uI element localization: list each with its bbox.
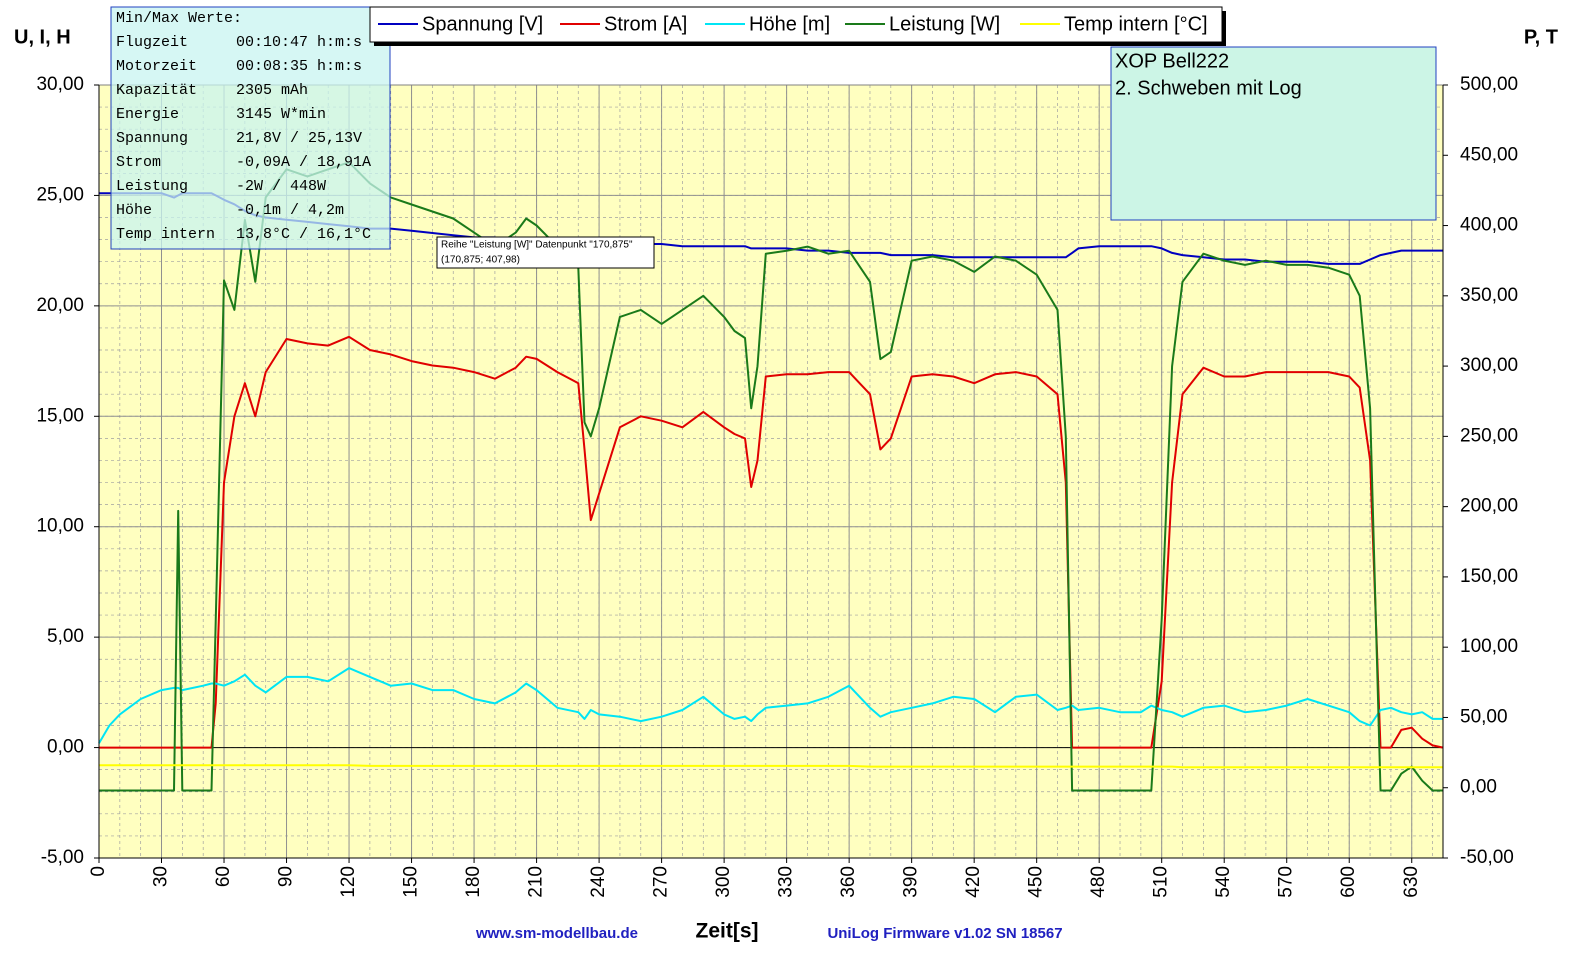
y2-tick-label: 200,00 [1460, 496, 1518, 517]
x-tick-label: 60 [213, 866, 234, 887]
info-text: Min/Max Werte: Flugzeit 00:10:47 h:m:s Mot… [116, 10, 371, 243]
annotation-text: 2. Schweben mit Log [1115, 77, 1302, 99]
x-tick-label: 480 [1088, 866, 1109, 898]
annotation-box [1110, 46, 1437, 221]
x-tick-label: 360 [838, 866, 859, 898]
y-tick-label: 30,00 [36, 74, 84, 95]
y2-tick-label: 100,00 [1460, 636, 1518, 657]
info-label: Höhe [116, 202, 152, 219]
y2-axis-label: P, T [1524, 26, 1558, 48]
y-tick-label: 0,00 [47, 737, 84, 758]
x-tick-label: 420 [963, 866, 984, 898]
series-line [98, 667, 1443, 744]
x-tick-label: 90 [276, 866, 297, 887]
info-value: 00:08:35 h:m:s [236, 58, 362, 75]
y-tick-label: -5,00 [41, 847, 84, 868]
legend-label: Strom [A] [604, 13, 687, 35]
info-value: 2305 mAh [236, 82, 308, 99]
info-value: 00:10:47 h:m:s [236, 34, 362, 51]
legend [369, 6, 1223, 43]
y-tick-label: 20,00 [36, 295, 84, 316]
y2-tick-label: 450,00 [1460, 144, 1518, 165]
y2-tick-label: 0,00 [1460, 777, 1497, 798]
x-axis-label: Zeit[s] [696, 920, 759, 943]
y2-tick-label: 300,00 [1460, 355, 1518, 376]
x-tick-label: 570 [1276, 866, 1297, 898]
y2-tick-label: 400,00 [1460, 215, 1518, 236]
x-tick-label: 240 [588, 866, 609, 898]
y2-tick-label: 250,00 [1460, 425, 1518, 446]
x-tick-label: 600 [1338, 866, 1359, 898]
series-line [99, 335, 1444, 749]
y-axis-label: U, I, H [14, 26, 71, 48]
info-value: -0,1m / 4,2m [236, 202, 344, 219]
y-tick-label: 25,00 [36, 184, 84, 205]
info-label: Energie [116, 106, 179, 123]
y2-tick-label: -50,00 [1460, 847, 1514, 868]
axes: 0 30 60 90 120 150 180 210 240 270 300 330 360 390 420… [36, 74, 1518, 898]
info-value: -2W / 448W [236, 178, 326, 195]
x-tick-label: 390 [901, 866, 922, 898]
tooltip-box [436, 236, 655, 269]
x-tick-label: 630 [1401, 866, 1422, 898]
series-line [99, 764, 1443, 769]
info-label: Flugzeit [116, 34, 188, 51]
info-label: Strom [116, 154, 161, 171]
y2-tick-label: 150,00 [1460, 566, 1518, 587]
annotation-text: XOP Bell222 [1115, 50, 1229, 72]
x-tick-label: 330 [776, 866, 797, 898]
legend-label: Spannung [V] [422, 13, 543, 35]
tooltip-text: (170,875; 407,98) [441, 255, 520, 266]
info-value: 3145 W*min [236, 106, 326, 123]
x-tick-label: 210 [526, 866, 547, 898]
x-tick-label: 300 [713, 866, 734, 898]
footer-right: UniLog Firmware v1.02 SN 18567 [827, 925, 1062, 942]
lines [98, 161, 1444, 792]
x-tick-label: 510 [1151, 866, 1172, 898]
x-tick-label: 0 [88, 866, 109, 877]
footer-left: www.sm-modellbau.de [475, 925, 638, 942]
y-tick-label: 15,00 [36, 405, 84, 426]
y2-tick-label: 350,00 [1460, 285, 1518, 306]
info-title: Min/Max Werte: [116, 10, 242, 27]
x-tick-label: 450 [1026, 866, 1047, 898]
grid [98, 84, 1443, 859]
legend-label: Höhe [m] [749, 13, 830, 35]
x-tick-label: 150 [401, 866, 422, 898]
info-label: Motorzeit [116, 58, 197, 75]
info-value: 13,8°C / 16,1°C [236, 226, 371, 243]
tooltip-text: Reihe "Leistung [W]" Datenpunkt "170,875… [441, 240, 633, 251]
x-tick-label: 120 [338, 866, 359, 898]
legend-label: Leistung [W] [889, 13, 1000, 35]
info-box [110, 6, 391, 250]
info-label: Temp intern [116, 226, 215, 243]
info-label: Leistung [116, 178, 188, 195]
x-tick-label: 270 [651, 866, 672, 898]
info-label: Kapazität [116, 82, 197, 99]
y2-tick-label: 500,00 [1460, 74, 1518, 95]
x-tick-label: 30 [151, 866, 172, 887]
info-label: Spannung [116, 130, 188, 147]
legend-items: Spannung [V] Strom [A] Höhe [m] Leistung [W… [378, 13, 1208, 35]
y2-tick-label: 50,00 [1460, 706, 1508, 727]
y-tick-label: 5,00 [47, 626, 84, 647]
x-tick-label: 540 [1213, 866, 1234, 898]
info-value: -0,09A / 18,91A [236, 154, 371, 171]
info-value: 21,8V / 25,13V [236, 130, 362, 147]
y-tick-label: 10,00 [36, 516, 84, 537]
legend-label: Temp intern [°C] [1064, 13, 1208, 35]
x-tick-label: 180 [463, 866, 484, 898]
